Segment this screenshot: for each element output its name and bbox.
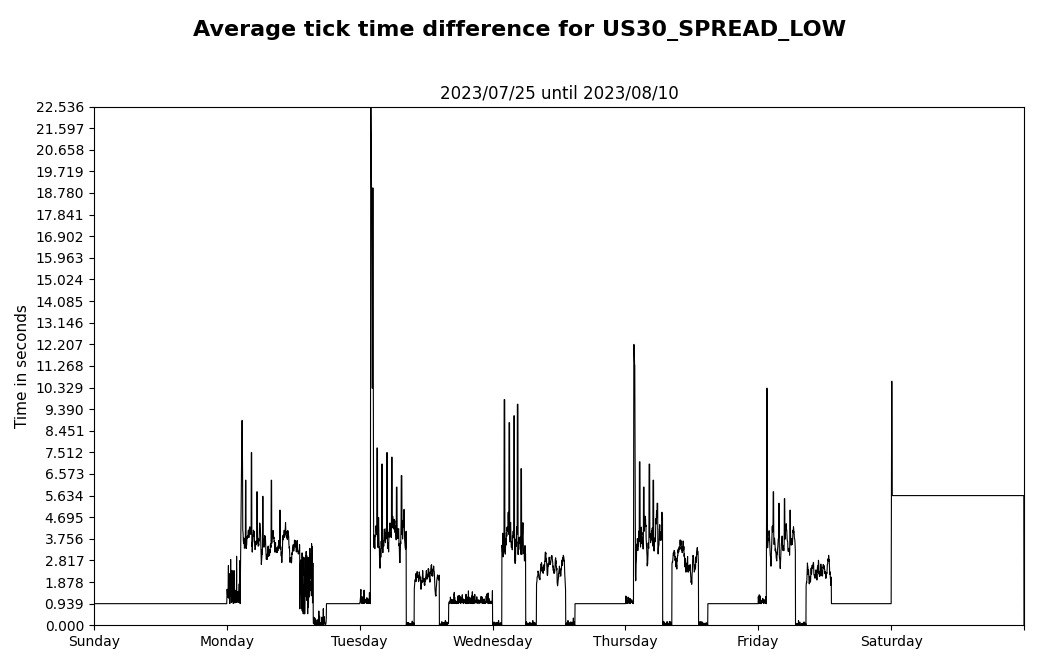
Y-axis label: Time in seconds: Time in seconds [15,304,30,428]
Text: Average tick time difference for US30_SPREAD_LOW: Average tick time difference for US30_SP… [193,20,846,41]
Title: 2023/07/25 until 2023/08/10: 2023/07/25 until 2023/08/10 [439,84,678,102]
